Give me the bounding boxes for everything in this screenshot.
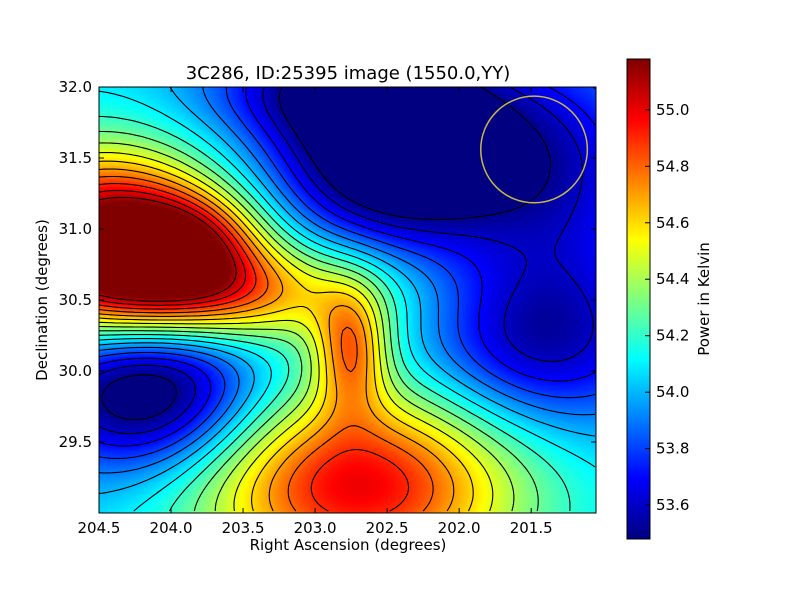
- x-tick-label: 202.5: [366, 519, 409, 537]
- colorbar-tick-label: 55.0: [656, 101, 689, 119]
- contour-line: [99, 168, 455, 512]
- colorbar-tick-label: 54.0: [656, 383, 689, 401]
- contour-line: [99, 90, 596, 512]
- y-axis-label: Declination (degrees): [33, 219, 51, 381]
- colorbar-tick-label: 53.6: [656, 496, 689, 514]
- y-tick-label: 30.0: [59, 362, 92, 380]
- y-tick-label: 32.0: [59, 78, 92, 96]
- colorbar-axis: 53.6 53.8 54.0 54.2 54.4 54.6 54.8 55.0: [645, 101, 689, 514]
- x-tick-label: 204.5: [78, 519, 121, 537]
- y-tick-label: 29.5: [59, 433, 92, 451]
- contour-lines: [99, 87, 596, 512]
- contour-line: [99, 87, 596, 474]
- x-tick-label: 201.5: [510, 519, 553, 537]
- contour-line: [99, 115, 571, 512]
- x-tick-label: 203.5: [222, 519, 265, 537]
- contour-line: [99, 142, 515, 512]
- y-tick-label: 31.5: [59, 149, 92, 167]
- contour-line: [99, 87, 596, 447]
- colorbar-label: Power in Kelvin: [695, 242, 713, 356]
- colorbar-tick-label: 54.2: [656, 327, 689, 345]
- colorbar: 53.6 53.8 54.0 54.2 54.4 54.6 54.8 55.0 Power i…: [626, 58, 713, 540]
- contour-line: [99, 152, 494, 512]
- contour-line: [99, 130, 539, 512]
- contour-line: [99, 196, 237, 302]
- x-tick-label: 203.0: [294, 519, 337, 537]
- y-tick-label: 30.5: [59, 291, 92, 309]
- contour-line: [99, 87, 596, 459]
- beam-circle: [480, 95, 589, 204]
- x-axis: 204.5 204.0 203.5 203.0 202.5 202.0 201.5: [78, 87, 553, 537]
- colorbar-tick-label: 54.4: [656, 270, 689, 288]
- plot-area: [98, 86, 597, 514]
- colorbar-tick-label: 53.8: [656, 440, 689, 458]
- contour-line: [99, 87, 594, 435]
- x-tick-label: 204.0: [150, 519, 193, 537]
- contour-line: [99, 183, 410, 512]
- colorbar-tick-label: 54.8: [656, 157, 689, 175]
- colorbar-tick-label: 54.6: [656, 214, 689, 232]
- contour-line: [99, 87, 596, 495]
- y-tick-label: 31.0: [59, 220, 92, 238]
- colorbar-gradient: [627, 59, 650, 539]
- x-tick-label: 202.0: [438, 519, 481, 537]
- contour-line: [99, 189, 247, 306]
- chart-title: 3C286, ID:25395 image (1550.0,YY): [186, 63, 511, 84]
- x-axis-label: Right Ascension (degrees): [250, 536, 447, 554]
- contour-line: [99, 160, 474, 512]
- heatmap-image: [99, 87, 596, 513]
- contour-line: [99, 175, 434, 512]
- contour-line: [101, 87, 552, 421]
- y-axis: 29.5 30.0 30.5 31.0 31.5 32.0: [59, 78, 596, 451]
- colorbar-frame: [626, 58, 651, 540]
